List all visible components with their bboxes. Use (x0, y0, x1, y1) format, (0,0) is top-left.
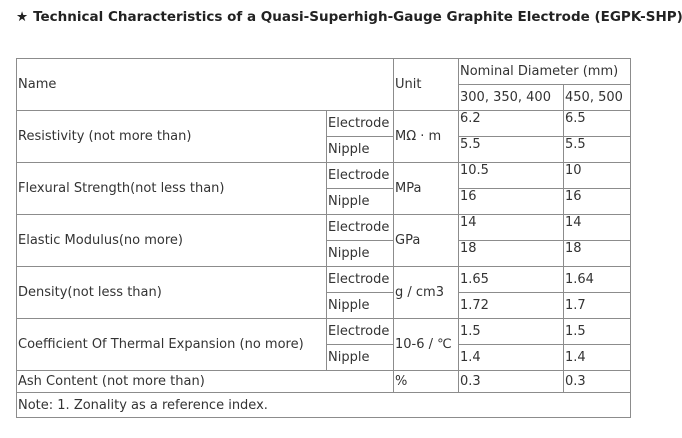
row-name: Density(not less than) (16, 266, 327, 319)
value-cell: 0.3 (458, 370, 564, 393)
row-name: Elastic Modulus(no more) (16, 214, 327, 267)
row-name: Ash Content (not more than) (16, 370, 394, 393)
value-cell: 1.7 (563, 292, 631, 319)
header-unit: Unit (393, 58, 459, 111)
value-cell: 16 (563, 188, 631, 215)
electrode-label: Electrode (326, 318, 394, 345)
electrode-label: Electrode (326, 214, 394, 241)
value-cell: 16 (458, 188, 564, 215)
value-cell: 5.5 (563, 136, 631, 163)
value-cell: 1.4 (458, 344, 564, 371)
value-cell: 18 (458, 240, 564, 267)
electrode-label: Electrode (326, 266, 394, 293)
value-cell: 1.65 (458, 266, 564, 293)
value-cell: 10.5 (458, 162, 564, 189)
row-name: Flexural Strength(not less than) (16, 162, 327, 215)
value-cell: 14 (563, 214, 631, 241)
header-col-450-500: 450, 500 (563, 84, 631, 111)
nipple-label: Nipple (326, 292, 394, 319)
value-cell: 1.5 (563, 318, 631, 345)
nipple-label: Nipple (326, 344, 394, 371)
value-cell: 6.5 (563, 110, 631, 137)
title-text: Technical Characteristics of a Quasi-Sup… (33, 9, 682, 25)
star-icon: ★ (16, 9, 29, 25)
electrode-label: Electrode (326, 110, 394, 137)
value-cell: 1.64 (563, 266, 631, 293)
value-cell: 1.4 (563, 344, 631, 371)
spec-table: Name Unit Nominal Diameter (mm) 300, 350… (16, 58, 631, 418)
row-unit: MΩ · m (393, 110, 459, 163)
nipple-label: Nipple (326, 136, 394, 163)
value-cell: 14 (458, 214, 564, 241)
nipple-label: Nipple (326, 188, 394, 215)
row-unit: GPa (393, 214, 459, 267)
row-name: Coefficient Of Thermal Expansion (no mor… (16, 318, 327, 371)
row-unit: g / cm3 (393, 266, 459, 319)
value-cell: 10 (563, 162, 631, 189)
row-name: Resistivity (not more than) (16, 110, 327, 163)
document-title: ★ Technical Characteristics of a Quasi-Su… (16, 9, 682, 25)
value-cell: 1.72 (458, 292, 564, 319)
value-cell: 18 (563, 240, 631, 267)
value-cell: 0.3 (563, 370, 631, 393)
row-unit: % (393, 370, 459, 393)
header-nominal-diameter: Nominal Diameter (mm) (458, 58, 631, 85)
value-cell: 6.2 (458, 110, 564, 137)
row-unit: 10-6 / ℃ (393, 318, 459, 371)
value-cell: 1.5 (458, 318, 564, 345)
row-unit: MPa (393, 162, 459, 215)
value-cell: 5.5 (458, 136, 564, 163)
electrode-label: Electrode (326, 162, 394, 189)
nipple-label: Nipple (326, 240, 394, 267)
header-col-300-350-400: 300, 350, 400 (458, 84, 564, 111)
header-name: Name (16, 58, 394, 111)
table-note: Note: 1. Zonality as a reference index. (16, 392, 631, 418)
